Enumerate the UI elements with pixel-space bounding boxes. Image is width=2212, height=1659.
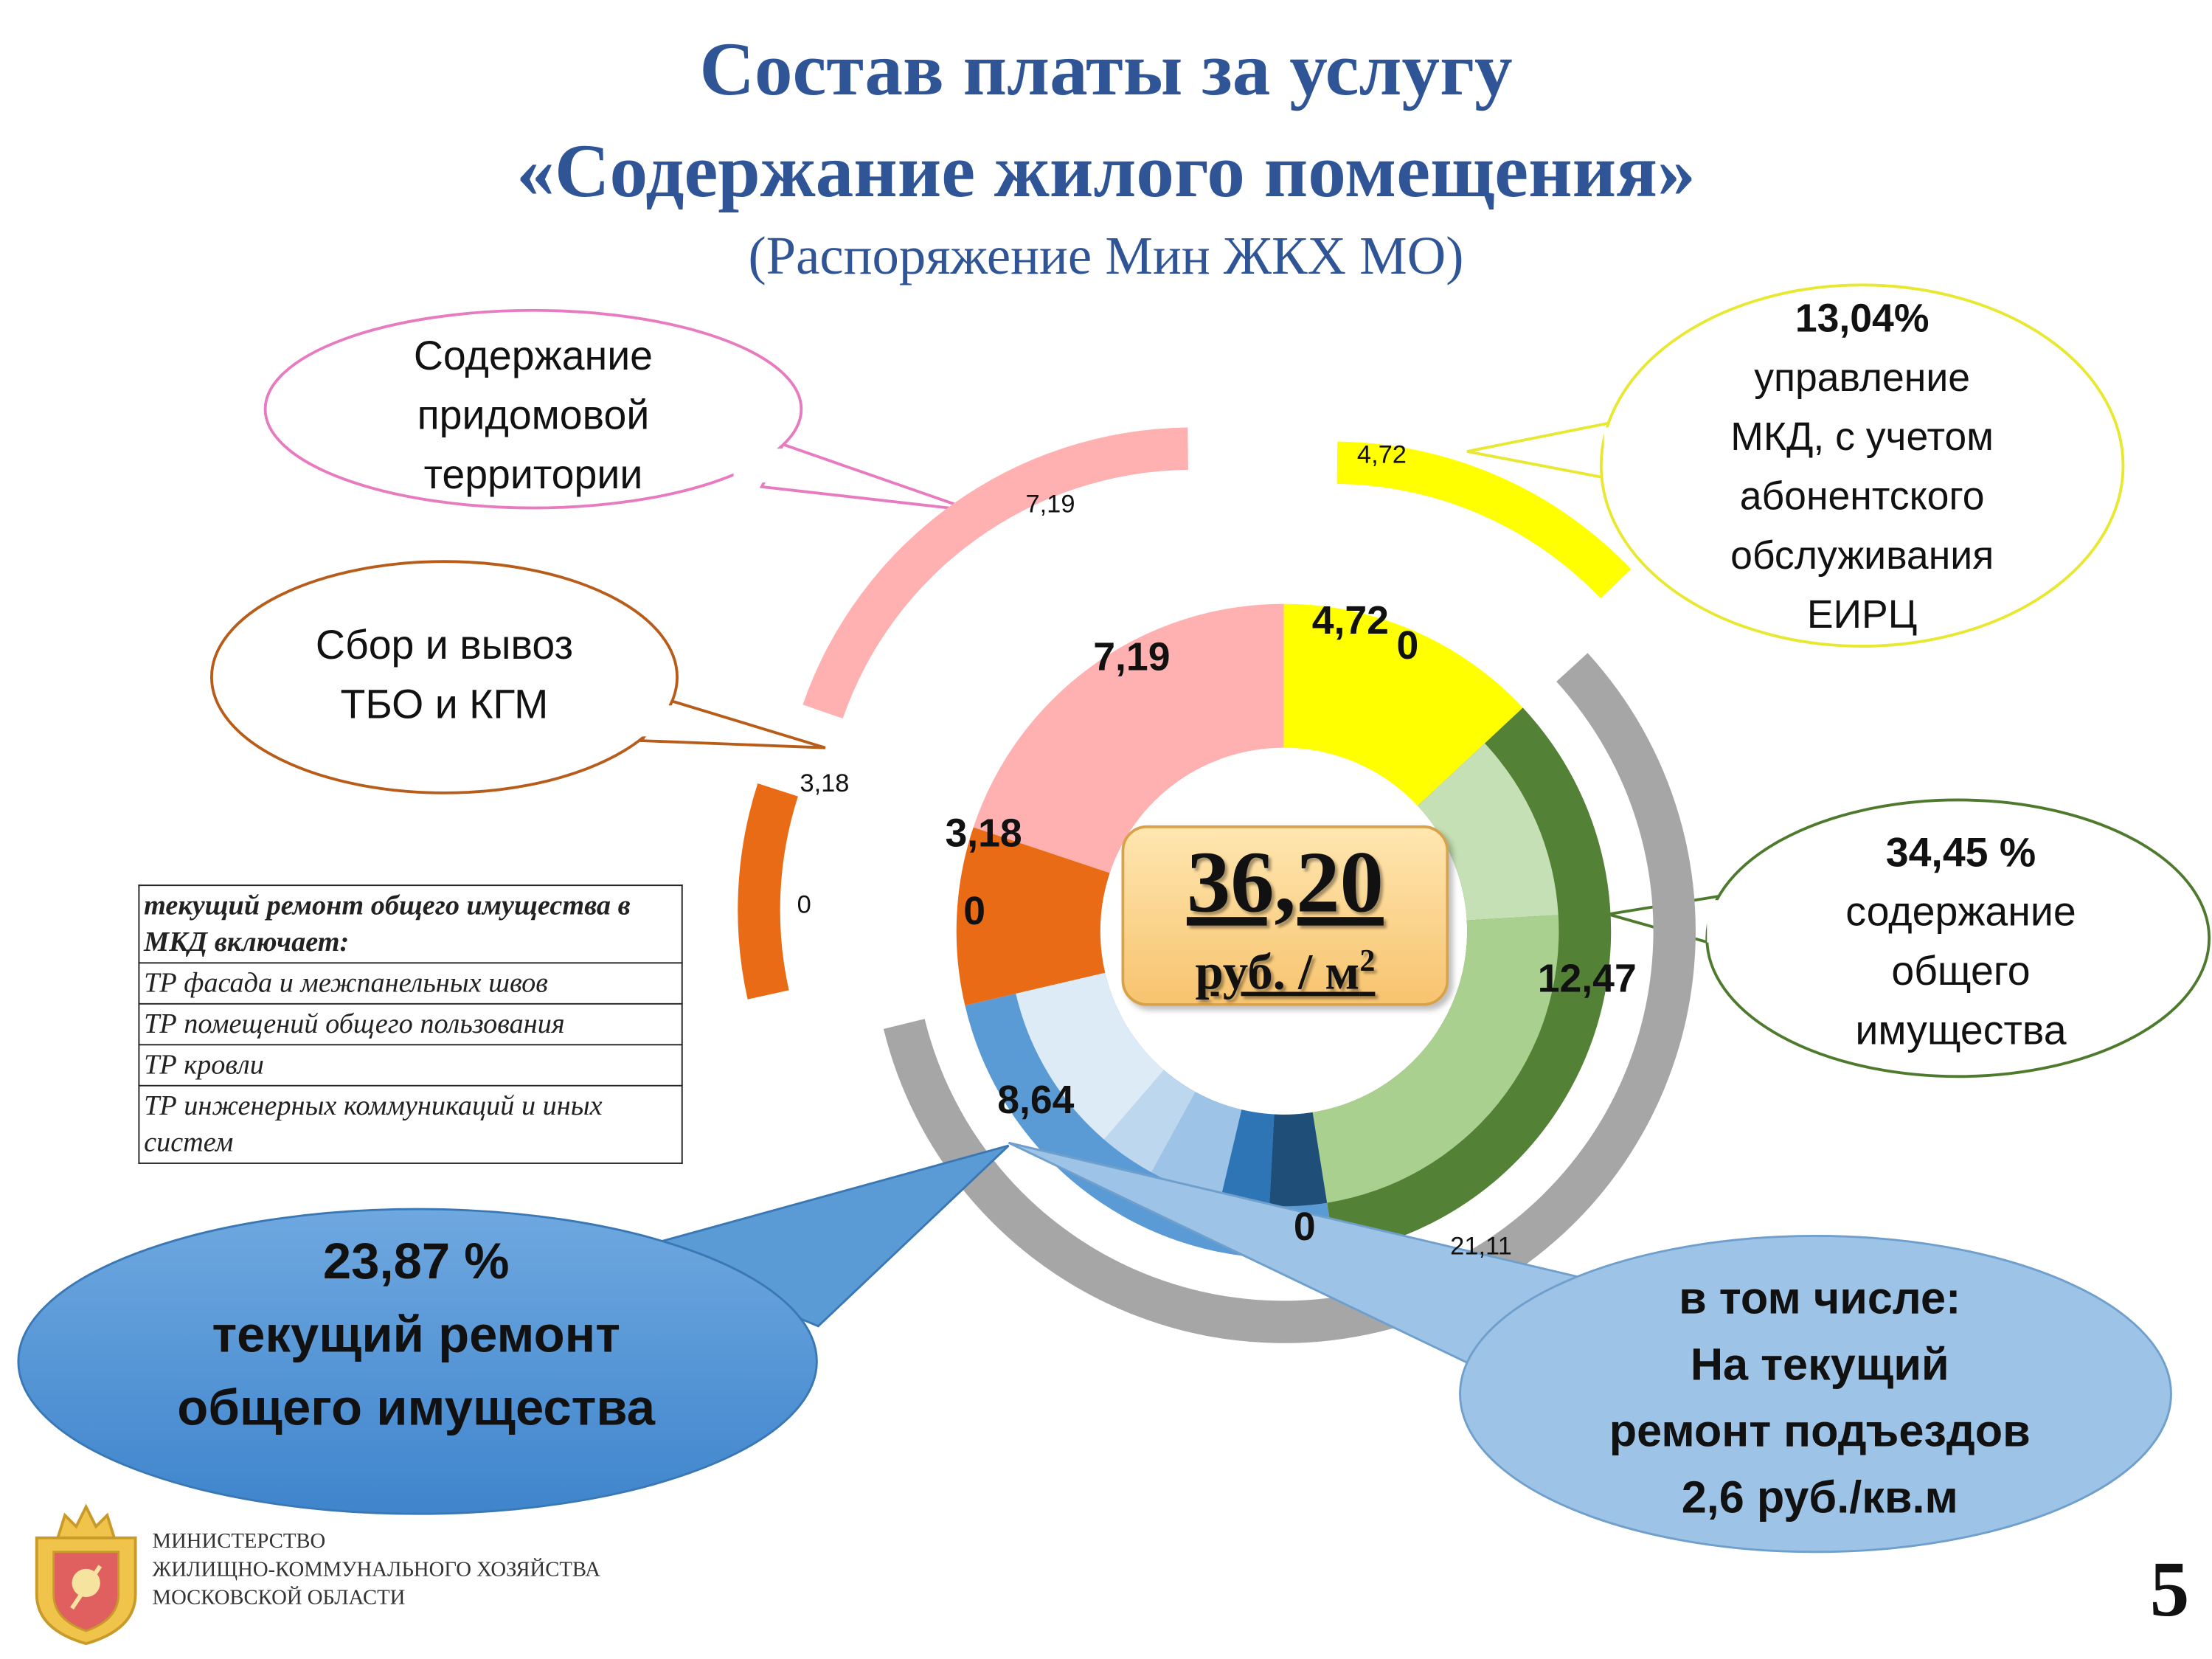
inner-label-zero-a: 0 — [1396, 623, 1419, 668]
inner-band-slice — [1418, 743, 1559, 921]
outer-label-management: 4,72 — [1356, 440, 1407, 468]
callout-territory-text: Содержание придомовой территории — [322, 328, 745, 505]
donut-rings — [738, 427, 1696, 1343]
total-value: 36,20 — [1186, 835, 1384, 932]
outer-label-waste: 3,18 — [800, 769, 850, 797]
ministry-coat-of-arms-icon — [35, 1503, 137, 1646]
callout-waste-bubble — [209, 560, 826, 794]
ministry-line: МОСКОВСКОЙ ОБЛАСТИ — [152, 1587, 406, 1610]
outer-label-territory: 7,19 — [1025, 489, 1075, 518]
callout-entrances-line: 2,6 руб./кв.м — [1681, 1471, 1958, 1523]
callout-entrances-line: в том числе: — [1679, 1272, 1961, 1324]
repair-table: текущий ремонт общего имущества в МКД вк… — [138, 884, 683, 1164]
outer-ring-slice — [738, 783, 798, 1000]
callout-repair-line: текущий ремонт — [212, 1305, 620, 1363]
callout-common-property-text: 34,45 % содержание общего имущества — [1750, 824, 2173, 1061]
callout-management-line: обслуживания — [1730, 533, 1994, 578]
inner-band-slice — [1220, 1109, 1275, 1206]
total-box: 36,20 руб. / м2 — [1121, 825, 1449, 1006]
callout-territory-bubble — [263, 308, 974, 513]
inner-label-zero-c: 0 — [963, 888, 986, 933]
repair-table-row: ТР помещений общего пользования — [138, 1002, 683, 1046]
callout-management-text: 13,04% управление МКД, с учетом абонентс… — [1651, 289, 2074, 645]
outer-label-zero: 0 — [797, 890, 811, 919]
callout-management-line: управление — [1754, 355, 1971, 400]
outer-ring-slice — [1336, 441, 1632, 599]
inner-ring-slice — [973, 603, 1284, 873]
callout-management-percent: 13,04% — [1795, 296, 1930, 340]
callout-common-property-line: имущества — [1855, 1008, 2067, 1054]
total-unit: руб. / м2 — [1124, 932, 1446, 1000]
callout-territory-line: Содержание — [413, 334, 653, 380]
page-number: 5 — [2149, 1546, 2190, 1634]
callout-management-bubble — [1466, 283, 2125, 648]
inner-label-zero-b: 0 — [1293, 1205, 1316, 1249]
callout-entrances-line: На текущий — [1690, 1339, 1949, 1390]
outer-label-gray: 21,11 — [1450, 1231, 1512, 1260]
callout-waste-text: Сбор и вывоз ТБО и КГМ — [233, 617, 656, 735]
callout-entrances-text: в том числе: На текущий ремонт подъездов… — [1538, 1266, 2102, 1531]
callout-management-line: абонентского — [1739, 474, 1985, 518]
inner-label-management: 4,72 — [1311, 598, 1389, 643]
inner-band-slice — [1151, 1092, 1242, 1199]
title-subtitle: (Распоряжение Мин ЖКХ МО) — [748, 226, 1464, 287]
title-line-1: Состав платы за услугу — [699, 27, 1513, 112]
callout-common-property-line: содержание — [1845, 890, 2076, 936]
callout-repair-line: 23,87 % — [322, 1231, 510, 1290]
repair-table-header: текущий ремонт общего имущества в МКД вк… — [138, 884, 683, 964]
ministry-name: МИНИСТЕРСТВО ЖИЛИЩНО-КОММУНАЛЬНОГО ХОЗЯЙ… — [153, 1528, 600, 1613]
callout-repair-text: 23,87 % текущий ремонт общего имущества — [99, 1225, 734, 1444]
callout-management-line: ЕИРЦ — [1806, 592, 1918, 637]
outer-ring-slice — [883, 653, 1696, 1343]
callout-entrances-line: ремонт подъездов — [1609, 1405, 2031, 1456]
callout-territory-line: придомовой — [417, 393, 650, 439]
ministry-line: МИНИСТЕРСТВО — [152, 1531, 326, 1554]
ministry-line: ЖИЛИЩНО-КОММУНАЛЬНОГО ХОЗЯЙСТВА — [152, 1559, 600, 1582]
inner-label-common-property: 12,47 — [1537, 956, 1637, 1001]
callout-waste-line: Сбор и вывоз — [315, 623, 574, 669]
inner-ring-slice — [956, 827, 1110, 1006]
repair-table-row: ТР инженерных коммуникаций и иных систем — [138, 1084, 683, 1164]
inner-band-slice — [1103, 1070, 1196, 1173]
inner-ring-slice — [1283, 603, 1523, 806]
repair-table-row: ТР кровли — [138, 1044, 683, 1087]
callout-repair-line: общего имущества — [177, 1378, 656, 1437]
inner-label-repair: 8,64 — [997, 1078, 1075, 1122]
inner-label-territory: 7,19 — [1093, 634, 1171, 679]
inner-band-slice — [1016, 972, 1165, 1140]
callout-waste-line: ТБО и КГМ — [340, 682, 549, 728]
outer-ring-slice — [802, 427, 1188, 719]
inner-label-waste: 3,18 — [945, 811, 1022, 856]
callout-territory-line: территории — [423, 452, 643, 499]
callout-management-line: МКД, с учетом — [1730, 415, 1994, 459]
callout-common-property-percent: 34,45 % — [1885, 831, 2036, 876]
repair-table-row: ТР фасада и межпанельных швов — [138, 962, 683, 1005]
inner-band-slice — [1269, 1112, 1328, 1207]
title-line-2: «Содержание жилого помещения» — [516, 128, 1696, 213]
inner-band-slice — [1312, 915, 1559, 1203]
callout-common-property-line: общего — [1891, 949, 2031, 995]
total-unit-sup: 2 — [1359, 942, 1376, 978]
total-unit-main: руб. / м — [1195, 943, 1360, 1001]
callout-entrances-bubble — [1008, 1141, 2172, 1554]
callout-repair-bubble — [17, 1144, 1010, 1515]
